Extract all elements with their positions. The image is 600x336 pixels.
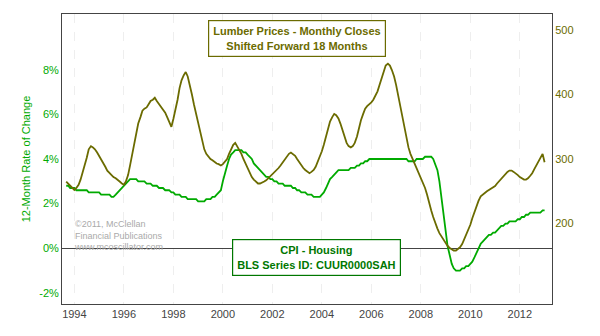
- svg-text:12-Month Rate of Change: 12-Month Rate of Change: [20, 96, 32, 223]
- svg-text:©2011, McClellanFinancial Publ: ©2011, McClellanFinancial Publicationsww…: [74, 219, 163, 252]
- svg-text:400: 400: [555, 88, 573, 100]
- svg-text:2006: 2006: [359, 308, 383, 320]
- svg-text:2%: 2%: [43, 197, 59, 209]
- svg-text:8%: 8%: [43, 64, 59, 76]
- svg-text:-2%: -2%: [39, 287, 59, 299]
- svg-text:CPI - HousingBLS Series ID: CU: CPI - HousingBLS Series ID: CUUR0000SAH: [237, 244, 395, 270]
- svg-text:2004: 2004: [310, 308, 334, 320]
- svg-text:1998: 1998: [161, 308, 185, 320]
- svg-text:1996: 1996: [112, 308, 136, 320]
- svg-text:2008: 2008: [409, 308, 433, 320]
- svg-text:6%: 6%: [43, 108, 59, 120]
- svg-text:2002: 2002: [260, 308, 284, 320]
- svg-text:4%: 4%: [43, 153, 59, 165]
- svg-text:Lumber Prices - Monthly Closes: Lumber Prices - Monthly ClosesShifted Fo…: [213, 25, 380, 51]
- svg-text:2000: 2000: [211, 308, 235, 320]
- svg-text:2010: 2010: [458, 308, 482, 320]
- svg-text:2012: 2012: [508, 308, 532, 320]
- svg-text:1994: 1994: [62, 308, 86, 320]
- svg-text:200: 200: [555, 217, 573, 229]
- svg-text:300: 300: [555, 153, 573, 165]
- svg-text:0%: 0%: [43, 242, 59, 254]
- svg-text:500: 500: [555, 24, 573, 36]
